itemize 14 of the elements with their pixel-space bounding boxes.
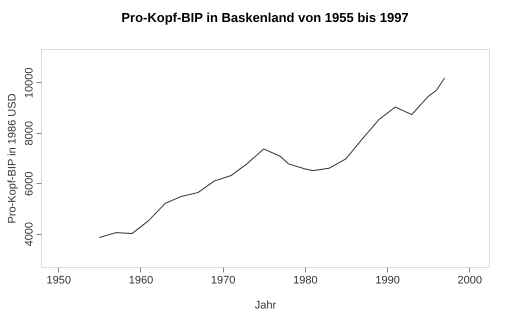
y-axis-title: Pro-Kopf-BIP in 1986 USD [6, 93, 18, 224]
chart-title: Pro-Kopf-BIP in Baskenland von 1955 bis 1997 [121, 10, 409, 25]
y-tick-label: 8000 [24, 121, 36, 146]
x-tick-label: 1990 [375, 274, 400, 286]
x-tick-label: 1960 [128, 274, 154, 286]
y-tick-label: 10000 [24, 68, 36, 98]
y-tick-label: 6000 [24, 171, 36, 196]
line-series [98, 78, 446, 238]
x-tick-label: 1970 [210, 274, 236, 286]
y-tick-label: 4000 [24, 222, 36, 246]
x-axis-title: Jahr [254, 300, 277, 312]
x-tick-label: 2000 [458, 274, 482, 286]
x-tick-label: 1980 [293, 274, 318, 286]
x-tick-label: 1950 [46, 274, 72, 286]
